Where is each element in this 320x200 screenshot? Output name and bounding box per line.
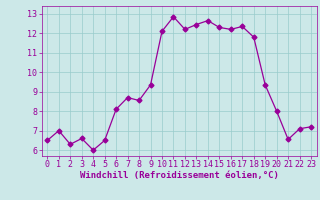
X-axis label: Windchill (Refroidissement éolien,°C): Windchill (Refroidissement éolien,°C) xyxy=(80,171,279,180)
